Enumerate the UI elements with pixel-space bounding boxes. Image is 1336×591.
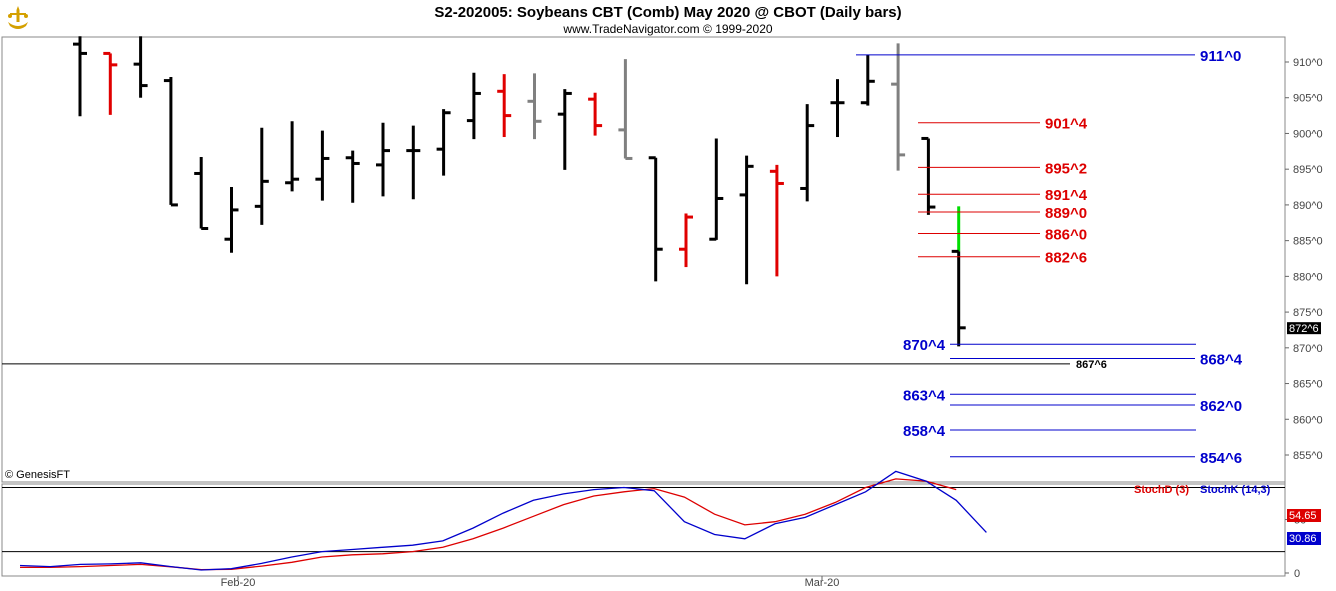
level-label-red: 891^4 bbox=[1045, 187, 1088, 204]
level-label-blue: 858^4 bbox=[903, 423, 946, 440]
ohlc-bar bbox=[951, 206, 966, 347]
stoch-panel-frame bbox=[1, 483, 1286, 577]
price-tick-label: 910^0 bbox=[1293, 57, 1323, 69]
ohlc-bar bbox=[497, 74, 512, 138]
ohlc-bar bbox=[830, 79, 845, 138]
level-label-red: 901^4 bbox=[1045, 116, 1088, 133]
date-axis: Feb-20 Mar-20 bbox=[221, 576, 840, 589]
date-tick-label: Feb-20 bbox=[221, 577, 256, 589]
ohlc-bar bbox=[163, 77, 178, 207]
ohlc-bar bbox=[739, 155, 754, 285]
stoch-line-k bbox=[19, 470, 987, 571]
stoch-line-d bbox=[20, 478, 957, 571]
level-label-red: 895^2 bbox=[1045, 160, 1087, 177]
price-tick-label: 885^0 bbox=[1293, 236, 1323, 248]
price-tick-label: 865^0 bbox=[1293, 379, 1323, 391]
last-price-label: 872^6 bbox=[1289, 323, 1319, 335]
stoch-legend-d: StochD (3) bbox=[1134, 484, 1189, 496]
copyright-label: © GenesisFT bbox=[5, 469, 70, 481]
ohlc-bar bbox=[800, 104, 815, 202]
price-tick-label: 870^0 bbox=[1293, 343, 1323, 355]
ohlc-bar bbox=[527, 73, 542, 140]
price-panel-frame bbox=[1, 36, 1286, 483]
ohlc-bar bbox=[254, 127, 269, 225]
ohlc-bar bbox=[860, 54, 875, 106]
stoch-legend-k: StochK (14,3) bbox=[1200, 484, 1271, 496]
price-tick-label: 880^0 bbox=[1293, 271, 1323, 283]
chart-header: S2-202005: Soybeans CBT (Comb) May 2020 … bbox=[4, 4, 902, 36]
level-label-blue: 862^0 bbox=[1200, 398, 1242, 415]
chart-subtitle: www.TradeNavigator.com © 1999-2020 bbox=[562, 22, 772, 36]
date-tick-label: Mar-20 bbox=[805, 577, 840, 589]
stoch-d-value: 54.65 bbox=[1289, 510, 1317, 522]
level-label-blue: 868^4 bbox=[1200, 352, 1243, 369]
ohlc-bar bbox=[345, 150, 360, 203]
ohlc-bar bbox=[133, 36, 148, 98]
ohlc-bar bbox=[194, 157, 209, 230]
stoch-k-value: 30.86 bbox=[1289, 533, 1317, 545]
chart-title: S2-202005: Soybeans CBT (Comb) May 2020 … bbox=[434, 4, 901, 21]
price-tick-label: 895^0 bbox=[1293, 164, 1323, 176]
price-tick-label: 900^0 bbox=[1293, 128, 1323, 140]
stoch-k-value-box bbox=[1287, 532, 1321, 545]
ohlc-bar bbox=[406, 125, 421, 200]
price-panel: 855^0 860^0 865^0 870^0 875^0 880^0 885^0 890^0… bbox=[1, 36, 1323, 576]
ohlc-bar bbox=[315, 130, 330, 201]
price-tick-label: 860^0 bbox=[1293, 414, 1323, 426]
ohlc-bar bbox=[285, 121, 300, 192]
ohlc-bar bbox=[557, 89, 572, 170]
ohlc-bar bbox=[436, 109, 451, 176]
ohlc-bar bbox=[648, 156, 663, 282]
ohlc-bar bbox=[618, 59, 633, 160]
ohlc-bar bbox=[224, 187, 239, 253]
level-label-black: 867^6 bbox=[1076, 359, 1107, 371]
price-tick-label: 890^0 bbox=[1293, 200, 1323, 212]
level-label-blue: 863^4 bbox=[903, 387, 946, 404]
ohlc-bar bbox=[466, 72, 481, 140]
ohlc-bar bbox=[709, 138, 724, 241]
ohlc-bar bbox=[921, 136, 936, 215]
level-label-blue: 911^0 bbox=[1200, 48, 1241, 65]
price-tick-label: 875^0 bbox=[1293, 307, 1323, 319]
level-label-red: 886^0 bbox=[1045, 226, 1087, 243]
ohlc-bar bbox=[679, 213, 693, 268]
price-tick-label: 905^0 bbox=[1293, 93, 1323, 105]
stoch-tick-label: 0 bbox=[1294, 568, 1300, 580]
last-price-box bbox=[1287, 322, 1321, 335]
level-label-blue: 870^4 bbox=[903, 337, 946, 354]
genesis-logo-icon bbox=[4, 4, 32, 30]
ohlc-bar bbox=[103, 51, 118, 115]
ohlc-bar bbox=[73, 36, 87, 117]
ohlc-bar bbox=[376, 122, 390, 197]
price-tick-label: 855^0 bbox=[1293, 450, 1323, 462]
ohlc-bar bbox=[588, 92, 603, 136]
level-label-blue: 854^6 bbox=[1200, 450, 1242, 467]
stoch-d-value-box bbox=[1287, 509, 1321, 522]
ohlc-bar bbox=[891, 43, 906, 171]
level-label-red: 889^0 bbox=[1045, 205, 1087, 222]
level-label-red: 882^6 bbox=[1045, 250, 1087, 267]
ohlc-bar bbox=[769, 164, 784, 277]
